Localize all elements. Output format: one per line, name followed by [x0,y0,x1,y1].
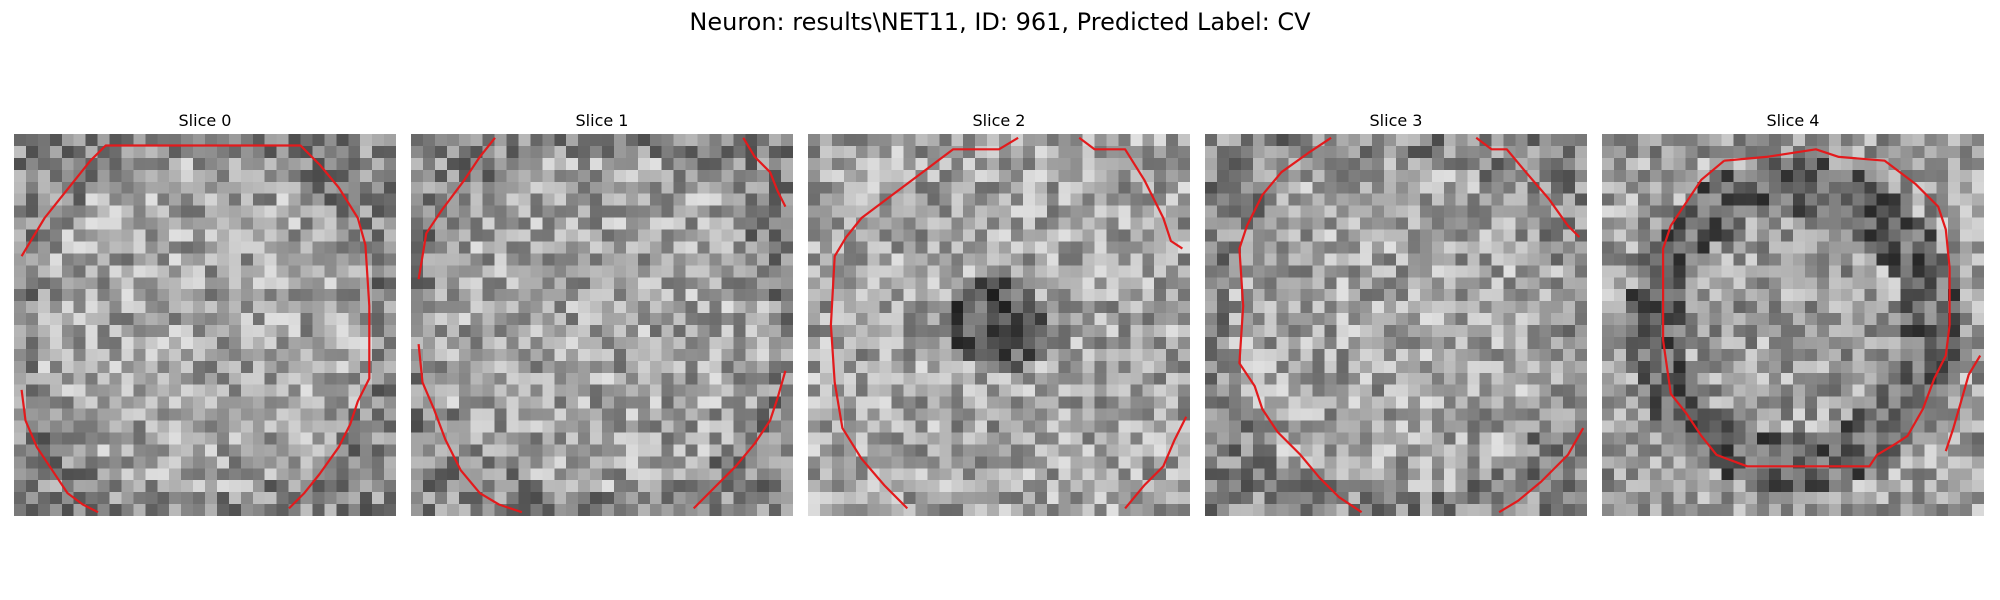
slice-image-1 [411,134,793,516]
slice-title-2: Slice 2 [972,111,1026,130]
slice-panel-4: Slice 4 [1602,108,1984,516]
slice-title-1: Slice 1 [575,111,629,130]
figure-title: Neuron: results\NET11, ID: 961, Predicte… [689,8,1311,36]
slice-image-2 [808,134,1190,516]
slice-image-3 [1205,134,1587,516]
slice-image-4 [1602,134,1984,516]
slice-title-4: Slice 4 [1766,111,1820,130]
slice-panel-3: Slice 3 [1205,108,1587,516]
slice-title-3: Slice 3 [1369,111,1423,130]
slice-panel-0: Slice 0 [14,108,396,516]
slice-panel-2: Slice 2 [808,108,1190,516]
slice-title-0: Slice 0 [178,111,232,130]
slice-panel-1: Slice 1 [411,108,793,516]
slice-image-0 [14,134,396,516]
